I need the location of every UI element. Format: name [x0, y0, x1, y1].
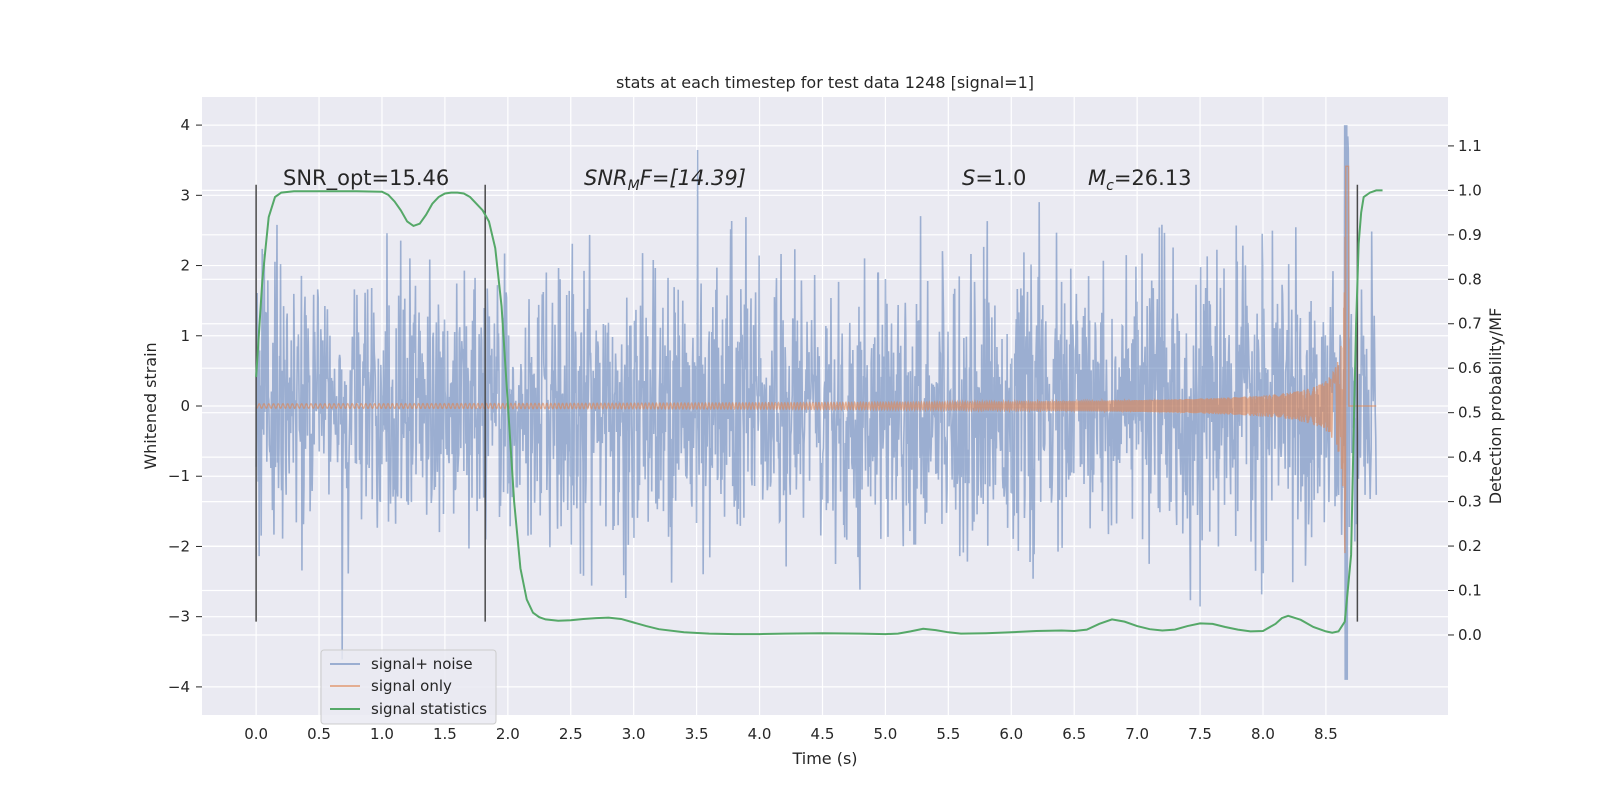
x-tick-label: 7.5: [1188, 725, 1212, 743]
y-tick-label: 3: [180, 186, 190, 204]
annotation-snr-opt: SNR_opt=15.46: [283, 166, 449, 191]
annotation-mc: Mc=26.13: [1088, 166, 1192, 194]
y-tick-label: 1: [180, 327, 190, 345]
y-axis-label: Whitened strain: [141, 342, 160, 469]
y2-tick-label: 0.4: [1458, 448, 1482, 466]
x-tick-label: 7.0: [1125, 725, 1149, 743]
chart-title: stats at each timestep for test data 124…: [616, 73, 1034, 92]
series-signal-statistics: [255, 189, 1383, 636]
y2-tick-label: 1.0: [1458, 181, 1482, 199]
legend-label-stats: signal statistics: [371, 700, 487, 718]
x-tick-label: 5.0: [873, 725, 897, 743]
x-tick-label: 6.0: [999, 725, 1023, 743]
legend-box: [320, 649, 497, 725]
y2-tick-label: 0.8: [1458, 270, 1482, 288]
x-tick-label: 2.0: [496, 725, 520, 743]
y-tick-label: −3: [168, 608, 190, 626]
legend-label-noise: signal+ noise: [371, 655, 473, 673]
y2-tick-label: 0.3: [1458, 493, 1482, 511]
y2-tick-label: 0.2: [1458, 537, 1482, 555]
y-tick-label: −2: [168, 537, 190, 555]
y2-tick-label: 1.1: [1458, 137, 1482, 155]
x-tick-label: 4.5: [811, 725, 835, 743]
y2-tick-label: 0.5: [1458, 404, 1482, 422]
x-tick-label: 3.5: [685, 725, 709, 743]
x-tick-label: 5.5: [936, 725, 960, 743]
y-tick-label: 0: [180, 397, 190, 415]
x-tick-label: 3.0: [622, 725, 646, 743]
series-line-signal-plus-noise: [255, 125, 1378, 680]
y2-tick-label: 0.0: [1458, 626, 1482, 644]
y-tick-label: −1: [168, 467, 190, 485]
y-tick-label: −4: [168, 678, 190, 696]
annotation-s: S=1.0: [962, 166, 1026, 190]
x-tick-label: 8.5: [1314, 725, 1338, 743]
x-tick-label: 4.0: [748, 725, 772, 743]
y2-axis-label: Detection probability/MF: [1486, 308, 1505, 505]
legend: signal+ noise signal only signal statist…: [320, 649, 497, 725]
annotation-snr-mf: SNRMF=[14.39]: [584, 166, 746, 194]
x-tick-label: 0.5: [307, 725, 331, 743]
y-tick-label: 2: [180, 257, 190, 275]
y2-tick-label: 0.1: [1458, 582, 1482, 600]
y2-tick-label: 0.6: [1458, 359, 1482, 377]
y-tick-label: 4: [180, 116, 190, 134]
x-tick-label: 2.5: [559, 725, 583, 743]
series-signal-plus-noise: [255, 125, 1378, 680]
x-tick-label: 1.0: [370, 725, 394, 743]
series-line-signal-only: [255, 165, 1377, 554]
x-tick-label: 8.0: [1251, 725, 1275, 743]
y2-tick-label: 0.7: [1458, 315, 1482, 333]
legend-label-signal: signal only: [371, 677, 452, 695]
tick-labels: 0.0 0.5 1.0 1.5 2.0 2.5 3.0 3.5 4.0 4.5 5.0 5.5 6.0 6…: [168, 116, 1482, 743]
x-tick-label: 6.5: [1062, 725, 1086, 743]
x-tick-label: 1.5: [433, 725, 457, 743]
series-signal-only: [255, 165, 1377, 554]
x-tick-label: 0.0: [244, 725, 268, 743]
x-axis-label: Time (s): [791, 749, 857, 768]
series-line-signal-statistics: [255, 189, 1383, 636]
y2-tick-label: 0.9: [1458, 226, 1482, 244]
